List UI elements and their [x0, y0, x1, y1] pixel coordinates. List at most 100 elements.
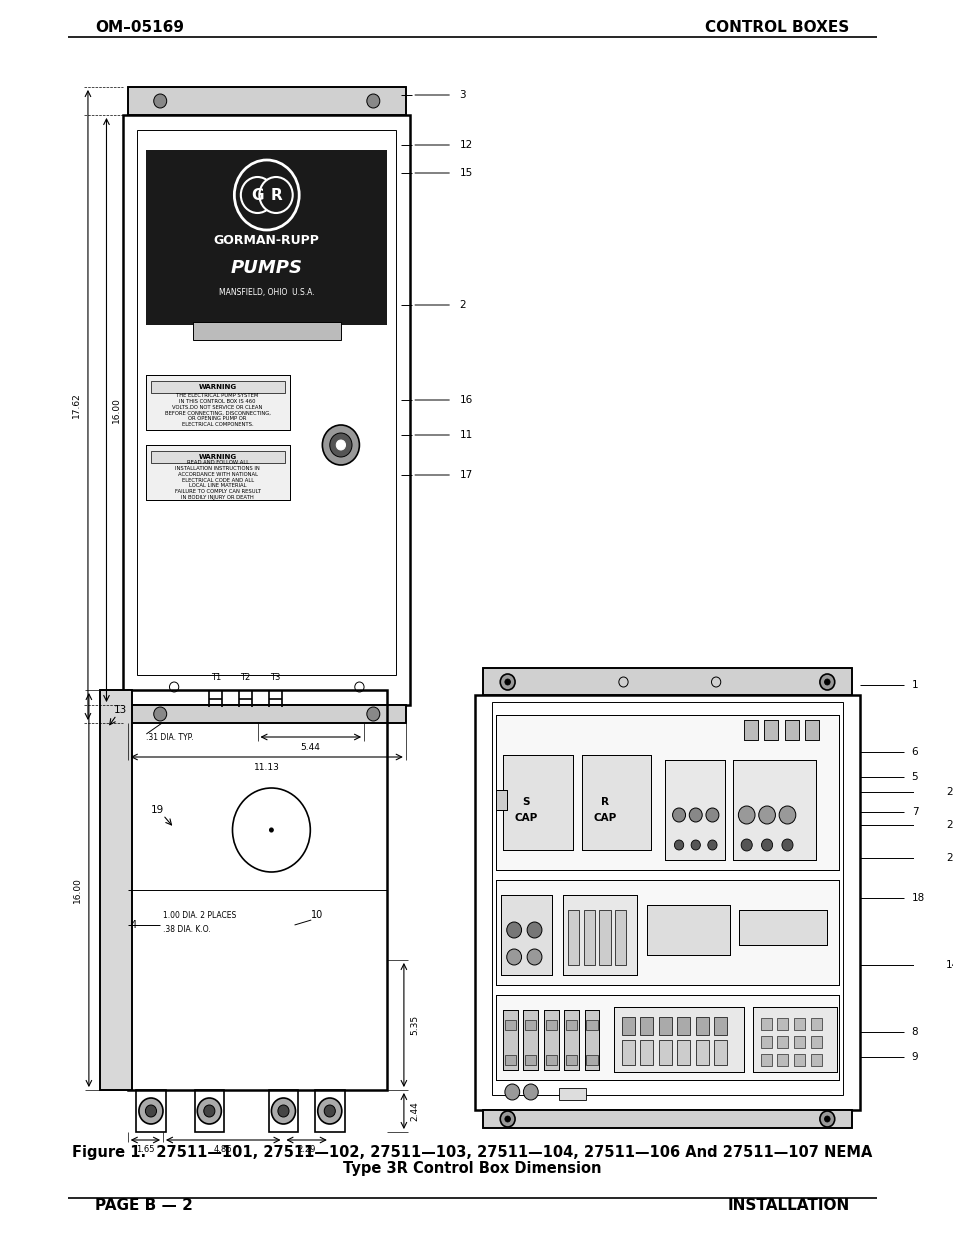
Bar [793, 1053, 804, 1066]
Text: 7: 7 [911, 806, 918, 818]
Bar [760, 1053, 771, 1066]
Circle shape [240, 177, 274, 212]
Bar [523, 1010, 537, 1070]
Bar [695, 1040, 708, 1065]
Bar [784, 720, 798, 740]
Bar [810, 1036, 821, 1049]
Circle shape [740, 839, 752, 851]
Bar [586, 1055, 597, 1065]
Bar [146, 149, 387, 325]
Bar [695, 1016, 708, 1035]
Bar [194, 1091, 224, 1132]
Circle shape [504, 1084, 519, 1100]
Text: .31 DIA. TYP.: .31 DIA. TYP. [146, 732, 193, 741]
Bar [743, 720, 757, 740]
Bar [482, 668, 851, 695]
Bar [496, 881, 839, 986]
Bar [496, 995, 839, 1079]
Circle shape [324, 1105, 335, 1116]
Bar [714, 1016, 726, 1035]
Bar [732, 760, 816, 860]
Circle shape [271, 1098, 295, 1124]
Bar [777, 1018, 787, 1030]
Bar [475, 695, 859, 1110]
Text: CAP: CAP [514, 813, 537, 823]
Text: Figure 1.  27511—101, 27511—102, 27511—103, 27511—104, 27511—106 And 27511—107 N: Figure 1. 27511—101, 27511—102, 27511—10… [72, 1145, 872, 1160]
Text: 17: 17 [459, 471, 473, 480]
Bar [563, 1010, 578, 1070]
Bar [753, 1007, 836, 1072]
Text: 12: 12 [459, 140, 473, 149]
Bar [763, 720, 778, 740]
Bar [804, 720, 818, 740]
Bar [558, 1088, 586, 1100]
Text: 10: 10 [311, 910, 323, 920]
Bar [743, 720, 757, 740]
Text: PUMPS: PUMPS [231, 259, 302, 277]
Bar [151, 451, 285, 463]
Bar [502, 755, 572, 850]
Bar [732, 760, 816, 860]
Bar [777, 1053, 787, 1066]
Bar [502, 1010, 517, 1070]
Bar [784, 720, 798, 740]
Bar [502, 1010, 517, 1070]
Bar [128, 705, 405, 722]
Text: R: R [600, 797, 608, 806]
Bar [496, 881, 839, 986]
Bar [482, 1110, 851, 1128]
Circle shape [819, 1112, 834, 1128]
Circle shape [672, 808, 685, 823]
Circle shape [153, 94, 167, 107]
Text: T1: T1 [211, 673, 221, 682]
Circle shape [322, 425, 359, 466]
Bar [646, 905, 729, 955]
Text: T2: T2 [240, 673, 251, 682]
Bar [793, 1018, 804, 1030]
Text: 13: 13 [113, 705, 127, 715]
Bar [664, 760, 724, 860]
Bar [492, 701, 842, 1095]
Circle shape [781, 839, 792, 851]
Text: 5.44: 5.44 [300, 742, 320, 752]
Circle shape [690, 840, 700, 850]
Bar [100, 690, 132, 1091]
Text: WARNING: WARNING [198, 384, 236, 390]
Bar [193, 322, 340, 340]
Bar [128, 86, 405, 115]
Bar [753, 1007, 836, 1072]
Bar [639, 1040, 653, 1065]
Bar [584, 1010, 598, 1070]
Bar [146, 375, 290, 430]
Text: Type 3R Control Box Dimension: Type 3R Control Box Dimension [343, 1161, 601, 1177]
Text: 6: 6 [911, 747, 918, 757]
Bar [269, 1091, 298, 1132]
Circle shape [688, 808, 701, 823]
Circle shape [523, 1084, 537, 1100]
Text: 1.00 DIA. 2 PLACES: 1.00 DIA. 2 PLACES [163, 910, 236, 920]
Bar [615, 910, 625, 965]
Circle shape [317, 1098, 341, 1124]
Text: 1.65: 1.65 [136, 1146, 154, 1155]
Circle shape [506, 948, 521, 965]
Bar [543, 1010, 558, 1070]
Circle shape [153, 706, 167, 721]
Text: 4.86: 4.86 [213, 1146, 233, 1155]
Bar [525, 1020, 536, 1030]
Text: CONTROL BOXES: CONTROL BOXES [704, 20, 849, 35]
Circle shape [367, 706, 379, 721]
Bar [658, 1016, 671, 1035]
Circle shape [499, 674, 515, 690]
Bar [621, 1040, 634, 1065]
Bar [128, 86, 405, 115]
Text: 16: 16 [459, 395, 473, 405]
Circle shape [819, 674, 834, 690]
Text: INSTALLATION: INSTALLATION [726, 1198, 849, 1213]
Bar [502, 755, 572, 850]
Text: GORMAN-RUPP: GORMAN-RUPP [213, 233, 319, 247]
Text: MANSFIELD, OHIO  U.S.A.: MANSFIELD, OHIO U.S.A. [219, 289, 314, 298]
Bar [763, 720, 778, 740]
Text: 9: 9 [911, 1052, 918, 1062]
Circle shape [779, 806, 795, 824]
Text: 22: 22 [945, 853, 953, 863]
